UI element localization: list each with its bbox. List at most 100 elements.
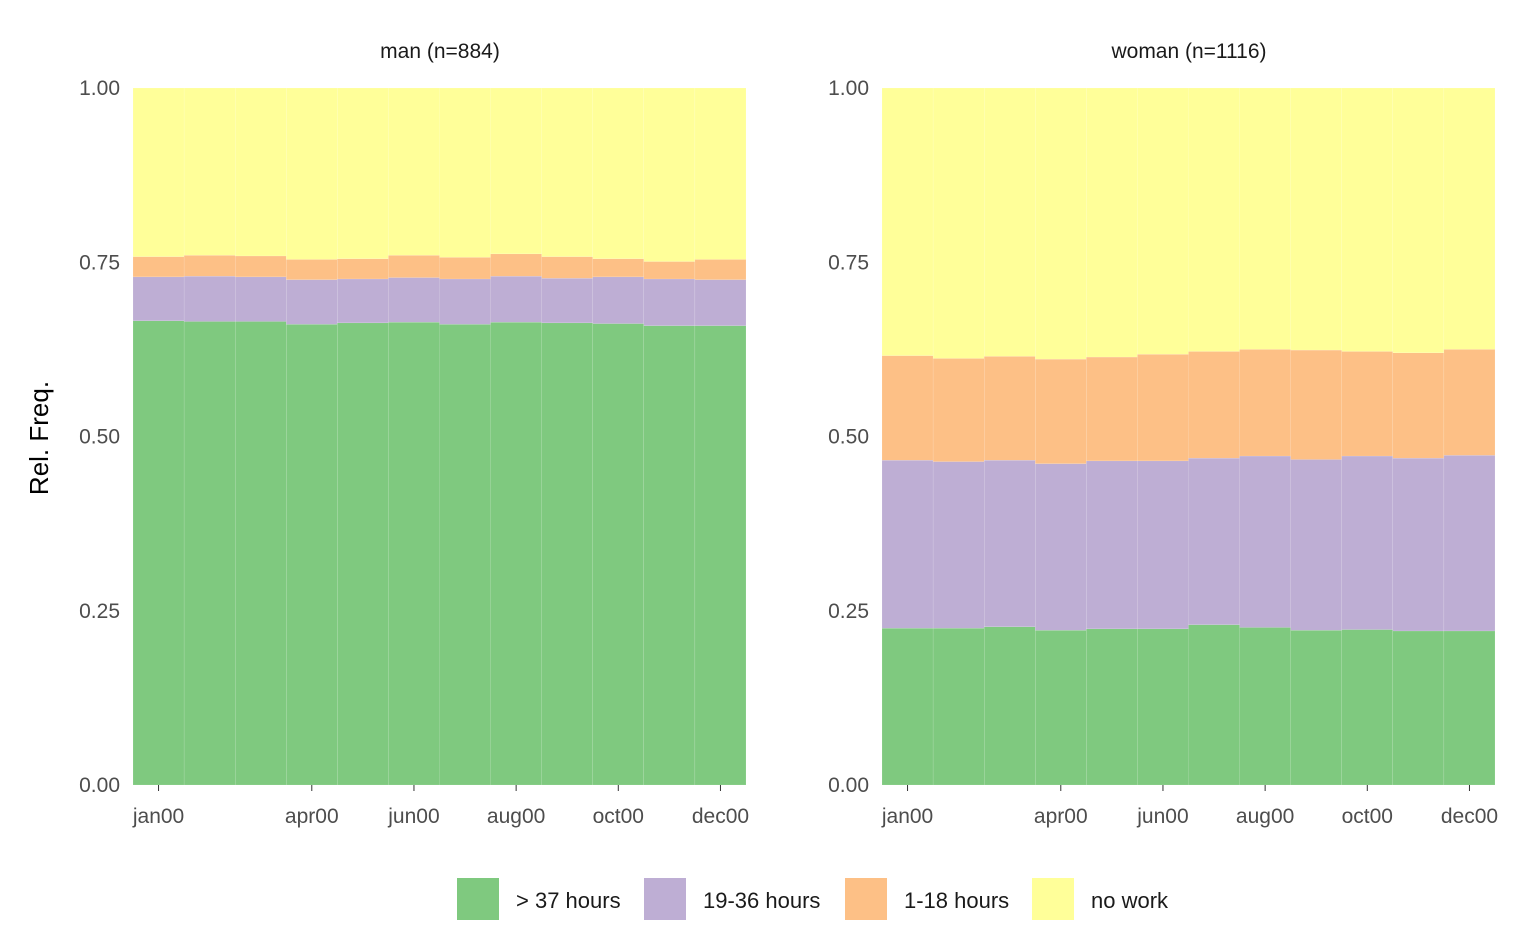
x-tick-label-woman-5: dec00 (1441, 805, 1498, 828)
bar-woman-m5-s3 (1086, 87, 1138, 358)
legend-label-2: 1-18 hours (904, 888, 1009, 913)
y-tick-label-woman-4: 1.00 (828, 77, 869, 100)
bar-woman-m3-s3 (984, 87, 1036, 357)
bar-man-m7-s1 (439, 278, 491, 325)
bar-man-m4-s3 (286, 87, 338, 260)
bar-woman-m11-s2 (1392, 352, 1445, 459)
x-axis-woman: jan00 apr00 jun00 aug00 oct00 dec00 (881, 785, 1498, 828)
bars-man (132, 87, 747, 786)
y-axis-title: Rel. Freq. (24, 381, 54, 495)
bar-man-m8-s3 (490, 87, 542, 255)
legend-swatch-1 (644, 878, 686, 920)
bar-woman-m5-s1 (1086, 460, 1138, 630)
bar-woman-m2-s2 (932, 358, 985, 462)
bar-man-m12-s0 (694, 325, 747, 786)
bar-woman-m8-s1 (1239, 455, 1291, 628)
bar-woman-m8-s0 (1239, 627, 1291, 786)
bar-man-m4-s1 (286, 279, 338, 325)
bar-woman-m12-s1 (1443, 455, 1496, 632)
y-tick-label-man-3: 0.75 (79, 251, 120, 274)
legend-label-3: no work (1091, 888, 1169, 913)
bar-man-m1-s3 (132, 87, 185, 257)
y-tick-label-man-2: 0.50 (79, 426, 120, 449)
bar-man-m7-s3 (439, 87, 491, 258)
bar-man-m9-s1 (541, 278, 593, 324)
bar-woman-m5-s2 (1086, 356, 1138, 462)
bar-man-m12-s3 (694, 87, 747, 260)
bar-man-m5-s3 (337, 87, 389, 259)
facet-title-man: man (n=884) (380, 40, 500, 63)
bar-man-m10-s2 (592, 258, 644, 278)
bar-man-m8-s0 (490, 322, 542, 786)
bar-man-m6-s2 (388, 255, 440, 278)
x-tick-label-woman-0: jan00 (881, 805, 933, 828)
x-tick-label-man-5: dec00 (692, 805, 749, 828)
bar-woman-m2-s3 (932, 87, 985, 359)
bar-man-m9-s3 (541, 87, 593, 257)
y-tick-label-woman-3: 0.75 (828, 251, 869, 274)
x-tick-label-man-1: apr00 (285, 805, 339, 828)
bar-man-m9-s0 (541, 322, 593, 786)
bar-man-m2-s3 (183, 87, 236, 256)
bar-man-m8-s2 (490, 253, 542, 277)
bar-woman-m3-s1 (984, 460, 1036, 627)
bar-man-m3-s2 (235, 255, 287, 278)
bar-woman-m7-s1 (1188, 457, 1240, 625)
bar-woman-m1-s0 (881, 628, 934, 786)
bar-woman-m12-s3 (1443, 87, 1496, 350)
y-tick-label-man-0: 0.00 (79, 774, 120, 797)
y-tick-label-woman-1: 0.25 (828, 600, 869, 623)
bar-man-m10-s0 (592, 323, 644, 786)
bar-man-m11-s2 (643, 261, 696, 280)
bar-woman-m3-s2 (984, 356, 1036, 461)
bar-man-m4-s2 (286, 259, 338, 280)
bar-woman-m8-s3 (1239, 87, 1291, 350)
bar-woman-m1-s3 (881, 87, 934, 356)
bar-man-m12-s2 (694, 259, 747, 280)
bar-woman-m12-s0 (1443, 630, 1496, 786)
bar-woman-m4-s3 (1035, 87, 1087, 360)
x-tick-label-man-4: oct00 (593, 805, 644, 828)
bar-man-m4-s0 (286, 324, 338, 786)
bar-man-m2-s0 (183, 321, 236, 786)
bar-woman-m8-s2 (1239, 349, 1291, 457)
bar-man-m10-s1 (592, 276, 644, 324)
x-axis-man: jan00 apr00 jun00 aug00 oct00 dec00 (132, 785, 749, 828)
bar-woman-m2-s0 (932, 628, 985, 786)
legend-label-1: 19-36 hours (703, 888, 820, 913)
legend-label-0: > 37 hours (516, 888, 621, 913)
bar-man-m7-s2 (439, 257, 491, 280)
bar-woman-m4-s1 (1035, 463, 1087, 631)
bar-woman-m2-s1 (932, 461, 985, 629)
x-tick-label-man-2: jun00 (387, 805, 439, 828)
bar-man-m12-s1 (694, 279, 747, 326)
bar-man-m5-s2 (337, 258, 389, 280)
bar-man-m1-s1 (132, 276, 185, 321)
bar-man-m5-s1 (337, 278, 389, 324)
x-tick-label-woman-3: aug00 (1236, 805, 1294, 828)
bar-man-m7-s0 (439, 324, 491, 786)
bar-woman-m10-s3 (1341, 87, 1393, 352)
bar-man-m10-s3 (592, 87, 644, 259)
bar-man-m3-s1 (235, 276, 287, 322)
x-tick-label-woman-1: apr00 (1034, 805, 1088, 828)
bar-woman-m11-s0 (1392, 630, 1445, 786)
bar-woman-m9-s0 (1290, 630, 1342, 786)
bar-man-m11-s1 (643, 278, 696, 326)
bar-woman-m6-s3 (1137, 87, 1189, 355)
bar-woman-m1-s1 (881, 460, 934, 629)
legend-swatch-0 (457, 878, 499, 920)
bar-man-m11-s0 (643, 325, 696, 786)
bar-woman-m12-s2 (1443, 349, 1496, 456)
bar-woman-m6-s2 (1137, 354, 1189, 462)
bar-woman-m9-s1 (1290, 459, 1342, 631)
x-tick-label-woman-2: jun00 (1136, 805, 1188, 828)
facet-panel-woman: woman (n=1116) 0.00 0.25 0.50 0.75 1.00 jan0… (828, 40, 1498, 828)
facet-title-woman: woman (n=1116) (1110, 40, 1266, 63)
x-tick-label-man-3: aug00 (487, 805, 545, 828)
legend-swatch-3 (1032, 878, 1074, 920)
bar-woman-m11-s3 (1392, 87, 1445, 354)
y-tick-label-man-1: 0.25 (79, 600, 120, 623)
bar-woman-m10-s0 (1341, 629, 1393, 786)
